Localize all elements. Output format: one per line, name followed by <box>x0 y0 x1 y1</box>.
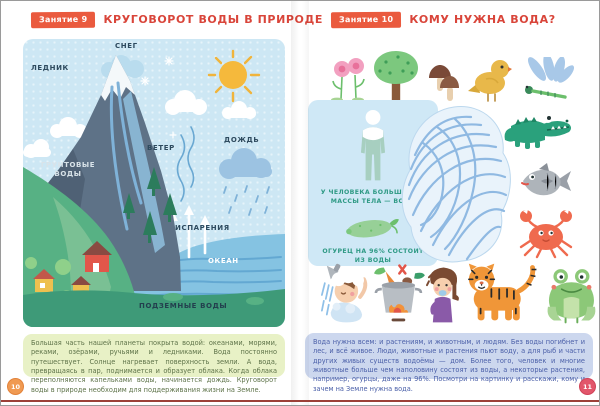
mushrooms-icon <box>429 65 459 101</box>
frog-icon <box>547 269 596 324</box>
fish-icon <box>521 163 571 196</box>
right-page-paragraph: Вода нужна всем: и растениям, и животным… <box>305 333 593 393</box>
left-page-title: КРУГОВОРОТ ВОДЫ В ПРИРОДЕ <box>103 13 324 27</box>
book-gutter <box>291 1 309 405</box>
label-ocean: ОКЕАН <box>208 257 239 265</box>
water-yarn-ball-illustration <box>401 106 511 263</box>
tree-icon <box>374 51 418 103</box>
cooking-pot-icon <box>373 264 425 322</box>
label-ground-waters: ГРУНТОВЫЕ ВОДЫ <box>40 161 96 179</box>
human-water-fact: У ЧЕЛОВЕКА БОЛЬШЕ 50% МАССЫ ТЕЛА — ВОДА <box>320 189 426 206</box>
grass-band-illustration <box>23 289 285 327</box>
rain-cloud-icon <box>219 148 272 216</box>
sun-icon <box>207 49 261 103</box>
cloud-icon <box>23 90 256 158</box>
label-evaporation: ИСПАРЕНИЯ <box>175 224 230 232</box>
cucumber-icon <box>346 219 399 238</box>
lesson-badge-10: Занятие 10 <box>330 11 402 28</box>
book-edge <box>1 400 599 402</box>
human-silhouette-icon <box>360 110 386 181</box>
bird-icon <box>468 60 512 102</box>
dragonfly-icon <box>525 57 575 99</box>
lesson-badge-9: Занятие 9 <box>30 11 96 28</box>
label-underground-waters: ПОДЗЕМНЫЕ ВОДЫ <box>139 302 228 310</box>
nature-icons-row <box>331 45 575 103</box>
page-number-11: 11 <box>579 378 596 395</box>
right-page-header: Занятие 10 КОМУ НУЖНА ВОДА? <box>330 11 556 28</box>
raindrops-icon <box>223 185 270 216</box>
girl-brushing-teeth-icon <box>425 267 459 323</box>
water-cycle-illustration: СНЕГ ЛЕДНИК ВЕТЕР ДОЖДЬ ГРУНТОВЫЕ ВОДЫ И… <box>23 39 285 327</box>
tiger-icon <box>467 263 537 321</box>
pine-trees-icon <box>123 167 177 243</box>
left-page-paragraph: Большая часть нашей планеты покрыта водо… <box>23 334 285 394</box>
label-snow: СНЕГ <box>115 42 138 50</box>
left-page-header: Занятие 9 КРУГОВОРОТ ВОДЫ В ПРИРОДЕ <box>30 11 324 28</box>
label-wind: ВЕТЕР <box>147 144 175 152</box>
child-showering-icon <box>321 263 368 323</box>
flowers-icon <box>331 58 365 103</box>
label-glacier: ЛЕДНИК <box>31 64 69 72</box>
crocodile-icon <box>504 113 571 149</box>
water-use-icons-row <box>317 259 597 325</box>
water-cycle-scene-art <box>23 49 285 327</box>
cucumber-water-fact: ОГУРЕЦ НА 96% СОСТОИТ ИЗ ВОДЫ <box>322 248 424 265</box>
crab-icon <box>519 209 573 259</box>
label-rain: ДОЖДЬ <box>224 136 260 144</box>
right-page-title: КОМУ НУЖНА ВОДА? <box>409 13 556 27</box>
page-number-10: 10 <box>7 378 24 395</box>
